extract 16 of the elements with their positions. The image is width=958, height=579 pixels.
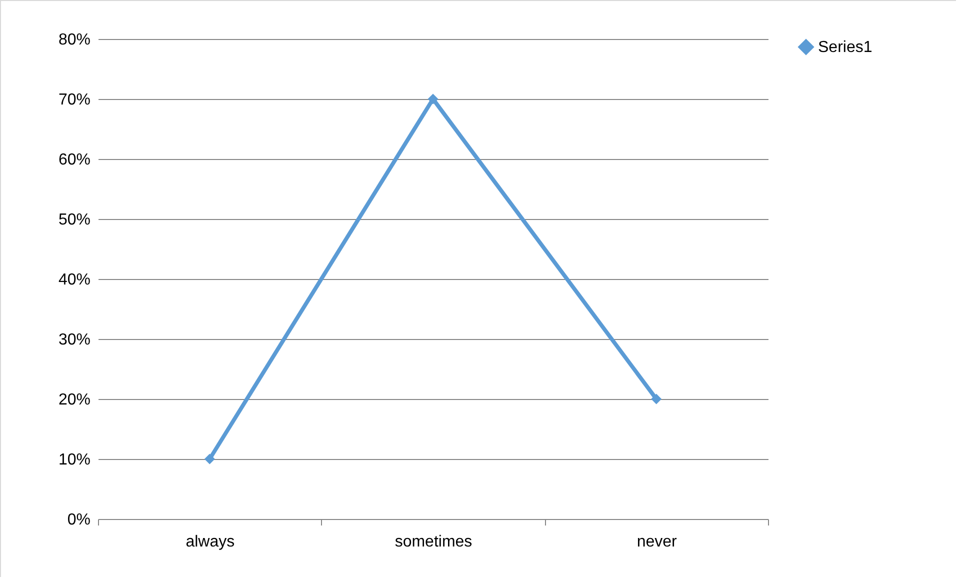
y-tick-label: 10%: [58, 452, 90, 468]
y-tick-label: 40%: [58, 272, 90, 288]
point: [428, 94, 438, 104]
x-tick-label: sometimes: [394, 534, 472, 550]
y-tick-label: 50%: [58, 212, 90, 228]
point: [204, 454, 215, 464]
y-tick-label: 80%: [58, 32, 90, 48]
x-tick-label: always: [186, 534, 235, 550]
legend-label: Series1: [818, 39, 872, 56]
y-tick-label: 0%: [67, 512, 90, 528]
x-tick-label: never: [636, 534, 678, 550]
point: [651, 394, 662, 404]
y-tick-label: 20%: [58, 392, 90, 408]
y-tick-label: 70%: [58, 92, 90, 108]
y-tick-label: 60%: [58, 152, 90, 168]
y-tick-label: 30%: [58, 332, 90, 348]
